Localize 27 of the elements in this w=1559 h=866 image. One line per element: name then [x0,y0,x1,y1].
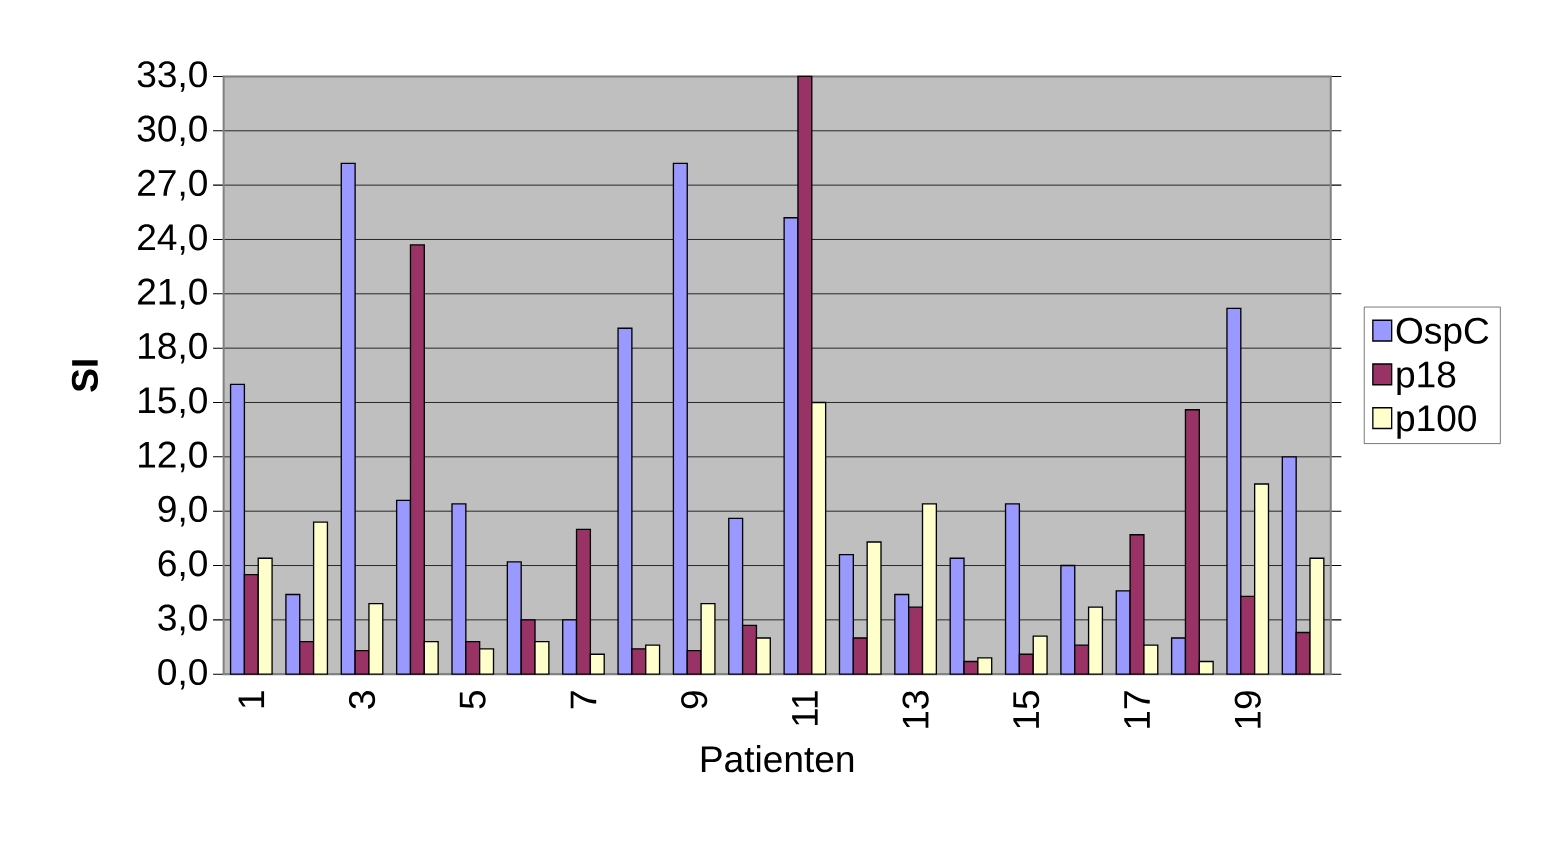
x-tick-label: 19 [1234,691,1261,728]
y-axis-title: SI [71,360,98,392]
y-tick-label: 24,0 [138,224,207,255]
y-tick-label: 15,0 [139,387,207,418]
x-tick-label: 11 [792,691,818,726]
x-tick-label: 15 [1013,691,1040,728]
legend-label: p18 [1397,361,1456,396]
legend-label: p100 [1397,405,1476,439]
x-tick-label: 9 [681,691,708,709]
x-tick-label: 17 [1124,691,1150,728]
y-tick-label: 18,0 [139,332,207,364]
x-tick-label: 7 [570,691,597,709]
y-tick-label: 33,0 [137,61,207,92]
y-tick-label: 6,0 [158,550,207,581]
y-tick-label: 30,0 [137,115,207,147]
x-tick-label: 13 [902,691,929,728]
y-tick-label: 3,0 [158,604,207,636]
y-tick-label: 12,0 [139,441,207,473]
y-tick-label: 9,0 [158,495,207,527]
x-tick-label: 1 [238,691,265,708]
legend-label: OspC [1396,317,1489,352]
x-tick-label: 3 [348,691,376,709]
y-tick-label: 27,0 [138,169,207,201]
y-tick-label: 21,0 [138,278,207,310]
y-tick-label: 0,0 [158,658,207,690]
x-axis-title: Patienten [701,745,854,773]
x-tick-label: 5 [459,691,486,709]
